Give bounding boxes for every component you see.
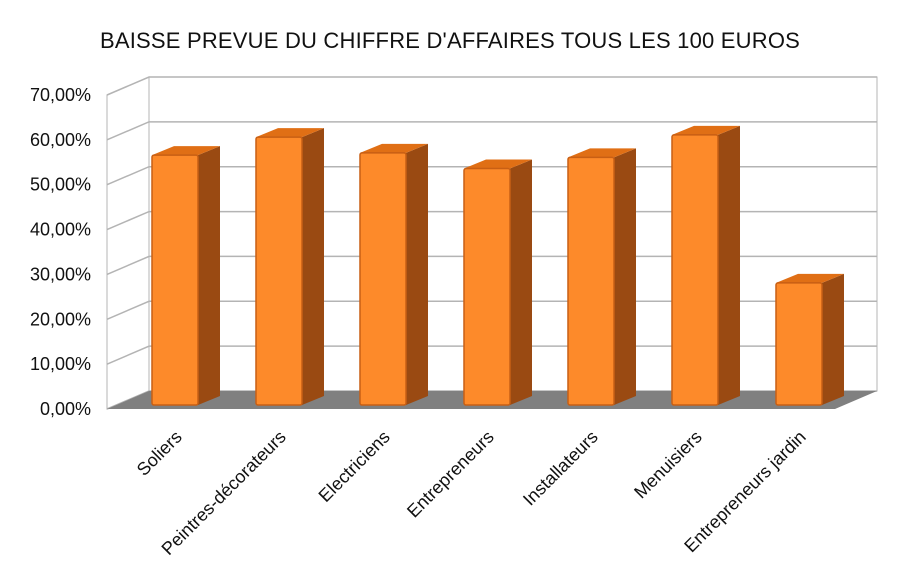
y-tick-label: 0,00% xyxy=(40,399,91,419)
bar-side xyxy=(198,146,220,406)
bar-top xyxy=(256,128,324,138)
bar-side xyxy=(718,125,740,405)
bar-side xyxy=(406,143,428,406)
bar-top xyxy=(360,143,428,153)
bar xyxy=(255,128,324,406)
bar-top xyxy=(672,125,740,135)
bar xyxy=(151,146,220,406)
chart-title: BAISSE PREVUE DU CHIFFRE D'AFFAIRES TOUS… xyxy=(99,28,801,53)
bar-front xyxy=(151,154,199,406)
y-tick-label: 60,00% xyxy=(30,130,91,150)
bar-front xyxy=(255,136,303,406)
bar xyxy=(671,125,740,406)
y-tick-label: 70,00% xyxy=(30,85,91,105)
bar-front xyxy=(775,282,823,406)
bar-front xyxy=(359,152,407,406)
side-wall xyxy=(106,76,150,410)
y-tick-label: 10,00% xyxy=(30,354,91,374)
bar-front xyxy=(463,167,511,406)
gridline xyxy=(106,121,877,141)
bar-top xyxy=(464,159,532,169)
y-axis-ticks: 0,00% 10,00% 20,00% 30,00% 40,00% 50,00% 60,00… xyxy=(30,85,91,419)
x-tick-label: Entrepreneurs xyxy=(403,427,498,522)
bar xyxy=(463,159,532,406)
y-tick-label: 50,00% xyxy=(30,175,91,195)
bar-side xyxy=(614,148,636,406)
y-tick-label: 20,00% xyxy=(30,309,91,329)
y-tick-label: 30,00% xyxy=(30,264,91,284)
x-tick-label: Installateurs xyxy=(519,427,602,510)
bars xyxy=(151,125,844,406)
x-tick-label: Soliers xyxy=(133,427,186,480)
bar-front xyxy=(567,156,615,406)
bar xyxy=(359,143,428,406)
bar-top xyxy=(776,273,844,283)
bar-top xyxy=(568,148,636,158)
bar-top xyxy=(152,146,220,156)
bar xyxy=(775,273,844,406)
bar-side xyxy=(302,128,324,405)
bar-side xyxy=(822,273,844,405)
bar xyxy=(567,148,636,406)
gridline xyxy=(106,76,877,96)
y-tick-label: 40,00% xyxy=(30,220,91,240)
x-tick-label: Electriciens xyxy=(315,427,394,506)
bar-front xyxy=(671,134,719,406)
x-tick-label: Menuisiers xyxy=(630,427,706,503)
bar-side xyxy=(510,159,532,405)
